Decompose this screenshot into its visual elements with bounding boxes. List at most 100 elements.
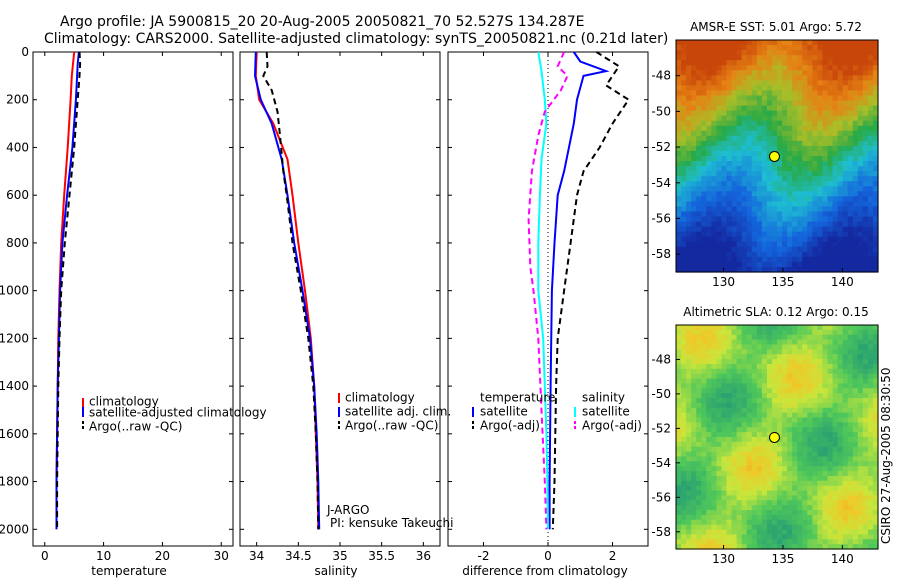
map-cell: [817, 120, 824, 127]
map-cell: [766, 176, 773, 182]
map-cell: [817, 456, 824, 462]
map-cell: [827, 471, 834, 477]
map-cell: [802, 412, 808, 419]
map-cell: [771, 135, 778, 142]
map-cell: [857, 60, 864, 66]
map-cell: [802, 231, 808, 238]
map-cell: [676, 373, 682, 380]
map-cell: [822, 211, 829, 218]
map-cell: [782, 266, 788, 273]
map-cell: [822, 544, 829, 550]
map-cell: [787, 363, 793, 370]
map-cell: [792, 495, 798, 501]
map-cell: [761, 75, 768, 81]
map-cell: [862, 529, 869, 535]
map-cell: [686, 490, 692, 497]
map-cell: [716, 524, 723, 531]
map-cell: [842, 446, 849, 453]
map-cell: [847, 471, 854, 477]
map-cell: [802, 161, 808, 167]
map-cell: [741, 441, 748, 448]
map-cell: [741, 363, 748, 370]
map-cell: [797, 181, 803, 187]
map-cell: [751, 422, 758, 428]
map-cell: [731, 145, 738, 152]
y-tick-label: -48: [651, 352, 671, 366]
map-cell: [807, 510, 813, 516]
map-cell: [862, 422, 869, 428]
map-cell: [802, 176, 808, 182]
map-cell: [701, 466, 707, 472]
map-cell: [867, 140, 874, 147]
map-cell: [812, 246, 818, 253]
map-cell: [691, 349, 697, 355]
map-cell: [751, 241, 758, 248]
map-cell: [746, 85, 753, 92]
map-cell: [842, 216, 849, 223]
map-cell: [787, 485, 793, 492]
map-cell: [706, 378, 712, 385]
map-cell: [676, 115, 682, 122]
map-cell: [761, 140, 768, 147]
map-cell: [676, 534, 682, 540]
map-cell: [761, 186, 768, 192]
map-cell: [787, 256, 793, 263]
map-cell: [852, 150, 859, 157]
map-cell: [782, 140, 788, 147]
y-tick-label: 1800: [0, 475, 29, 489]
map-cell: [701, 446, 707, 453]
map-cell: [691, 344, 697, 350]
map-cell: [812, 325, 818, 331]
map-cell: [746, 437, 753, 443]
map-cell: [771, 334, 778, 341]
map-cell: [691, 422, 697, 428]
map-cell: [761, 115, 768, 122]
map-cell: [676, 344, 682, 350]
map-cell: [721, 196, 728, 202]
map-cell: [802, 393, 808, 399]
map-cell: [741, 417, 748, 423]
map-cell: [676, 150, 682, 157]
map-cell: [792, 500, 798, 506]
map-cell: [711, 451, 717, 458]
map-cell: [872, 150, 879, 157]
map-cell: [797, 65, 803, 71]
map-cell: [726, 216, 733, 223]
map-cell: [681, 354, 687, 360]
map-cell: [822, 95, 829, 102]
map-cell: [736, 110, 743, 117]
map-cell: [847, 201, 854, 208]
map-cell: [847, 261, 854, 268]
map-cell: [817, 514, 824, 521]
map-cell: [847, 363, 854, 370]
map-cell: [696, 514, 702, 521]
map-cell: [736, 437, 743, 443]
map-cell: [701, 344, 707, 350]
map-cell: [716, 135, 723, 142]
map-cell: [827, 456, 834, 462]
map-cell: [731, 329, 738, 336]
map-cell: [852, 206, 859, 213]
map-cell: [736, 75, 743, 81]
map-cell: [681, 100, 687, 107]
map-cell: [691, 231, 697, 238]
map-cell: [721, 156, 728, 162]
map-cell: [827, 373, 834, 380]
map-cell: [782, 216, 788, 223]
map-cell: [857, 339, 864, 346]
map-cell: [751, 466, 758, 472]
map-cell: [716, 246, 723, 253]
map-cell: [872, 80, 879, 86]
map-cell: [711, 373, 717, 380]
map-cell: [746, 534, 753, 540]
map-cell: [721, 95, 728, 102]
map-cell: [746, 55, 753, 61]
map-cell: [696, 529, 702, 535]
map-cell: [736, 226, 743, 233]
map-cell: [817, 393, 824, 399]
map-cell: [721, 45, 728, 51]
map-cell: [802, 505, 808, 511]
map-cell: [802, 45, 808, 51]
map-cell: [711, 344, 717, 350]
map-cell: [751, 529, 758, 535]
